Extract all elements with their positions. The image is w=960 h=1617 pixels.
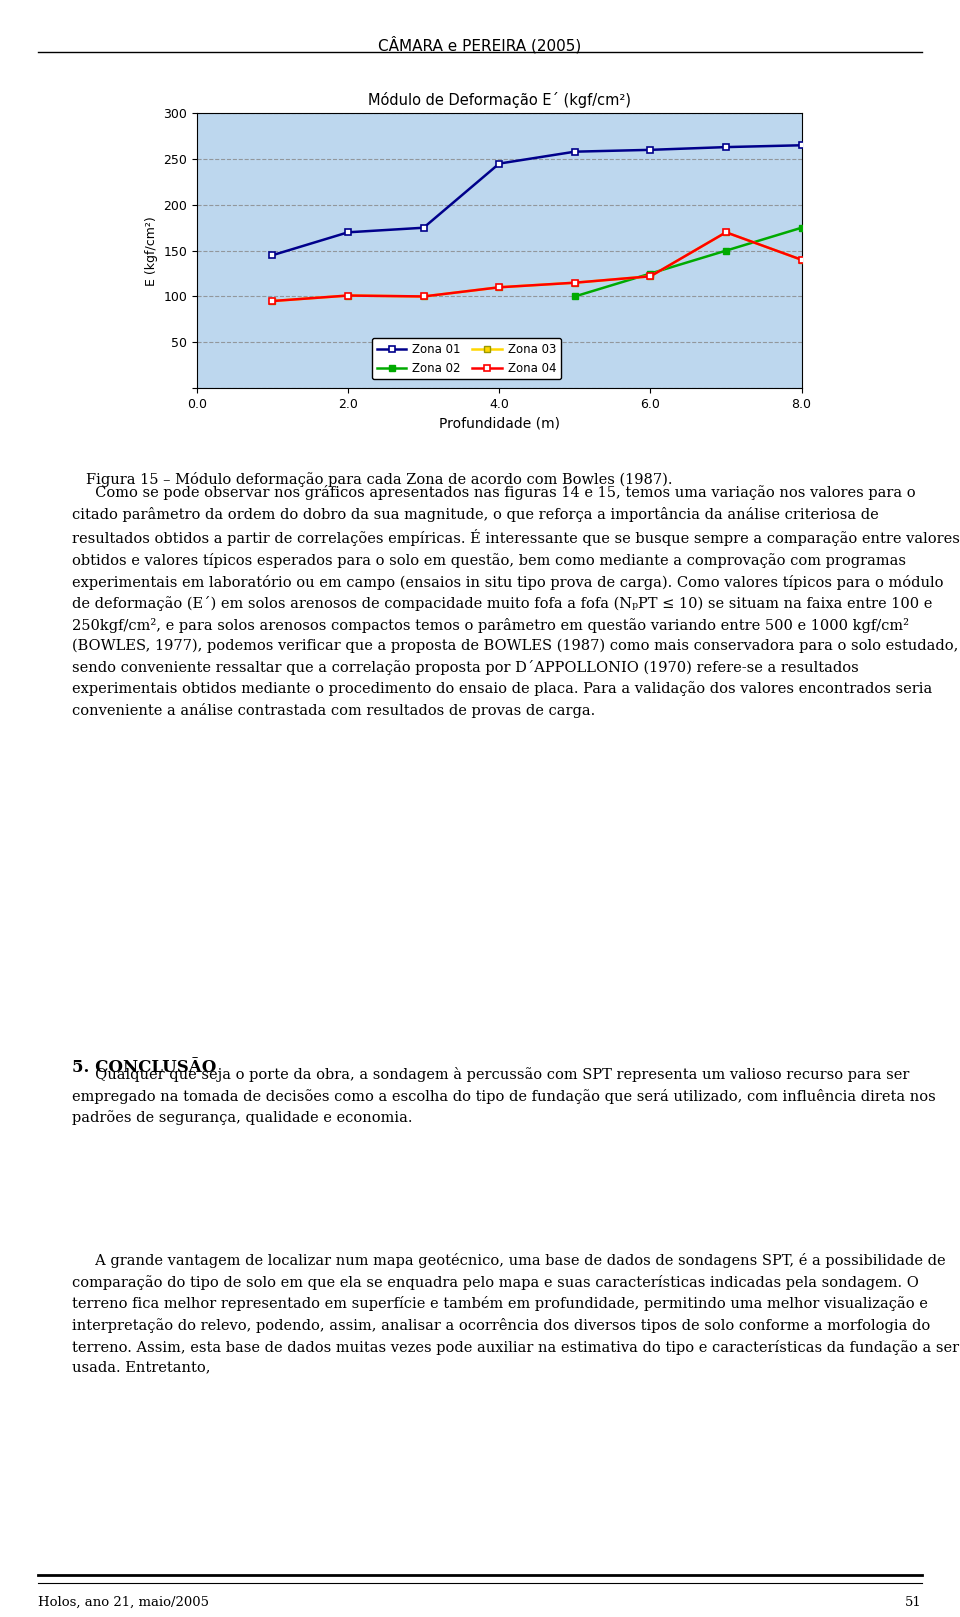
Zona 01: [720, 137, 732, 157]
Zona 04: [342, 286, 353, 306]
Zona 04: [796, 251, 807, 270]
Zona 01: [493, 154, 505, 173]
Zona 04: [267, 291, 278, 310]
Zona 02: [569, 286, 581, 306]
Zona 01: [267, 246, 278, 265]
Text: 5. CONCLUSÃO: 5. CONCLUSÃO: [72, 1059, 216, 1077]
Zona 01: [569, 142, 581, 162]
Zona 02: [645, 264, 657, 283]
Y-axis label: E (kgf/cm²): E (kgf/cm²): [145, 215, 157, 286]
Zona 04: [569, 273, 581, 293]
Zona 02: [720, 241, 732, 260]
Title: Módulo de Deformação E´ (kgf/cm²): Módulo de Deformação E´ (kgf/cm²): [368, 92, 631, 108]
Zona 01: [418, 218, 429, 238]
Zona 03: [645, 267, 657, 286]
Zona 03: [267, 291, 278, 310]
Text: CÂMARA e PEREIRA (2005): CÂMARA e PEREIRA (2005): [378, 36, 582, 53]
Text: Holos, ano 21, maio/2005: Holos, ano 21, maio/2005: [38, 1596, 209, 1609]
Zona 01: [645, 141, 657, 160]
X-axis label: Profundidade (m): Profundidade (m): [439, 416, 560, 430]
Zona 03: [796, 251, 807, 270]
Zona 02: [796, 218, 807, 238]
Zona 03: [569, 273, 581, 293]
Zona 03: [418, 286, 429, 306]
Text: 51: 51: [905, 1596, 922, 1609]
Zona 03: [720, 223, 732, 243]
Zona 01: [796, 136, 807, 155]
Legend: Zona 01, Zona 02, Zona 03, Zona 04: Zona 01, Zona 02, Zona 03, Zona 04: [372, 338, 562, 380]
Zona 03: [493, 278, 505, 298]
Line: Zona 02: Zona 02: [571, 225, 805, 299]
Zona 04: [720, 223, 732, 243]
Text: A grande vantagem de localizar num mapa geotécnico, uma base de dados de sondage: A grande vantagem de localizar num mapa …: [72, 1253, 959, 1374]
Line: Zona 01: Zona 01: [269, 142, 805, 259]
Zona 01: [342, 223, 353, 243]
Zona 04: [645, 267, 657, 286]
Zona 03: [342, 286, 353, 306]
Zona 04: [418, 286, 429, 306]
Text: Como se pode observar nos gráficos apresentados nas figuras 14 e 15, temos uma v: Como se pode observar nos gráficos apres…: [72, 485, 960, 718]
Line: Zona 04: Zona 04: [269, 230, 805, 304]
Zona 04: [493, 278, 505, 298]
Text: Qualquer que seja o porte da obra, a sondagem à percussão com SPT representa um : Qualquer que seja o porte da obra, a son…: [72, 1067, 936, 1125]
Line: Zona 03: Zona 03: [269, 230, 805, 304]
Text: Figura 15 – Módulo deformação para cada Zona de acordo com Bowles (1987).: Figura 15 – Módulo deformação para cada …: [86, 472, 673, 487]
